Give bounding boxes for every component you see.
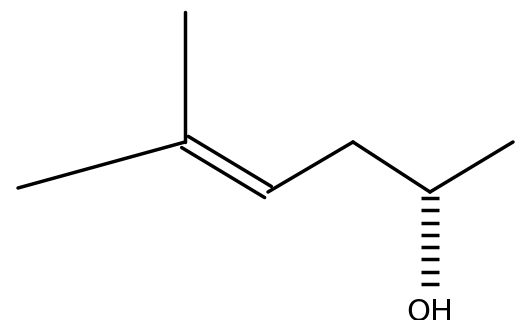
Text: OH: OH — [406, 298, 454, 320]
